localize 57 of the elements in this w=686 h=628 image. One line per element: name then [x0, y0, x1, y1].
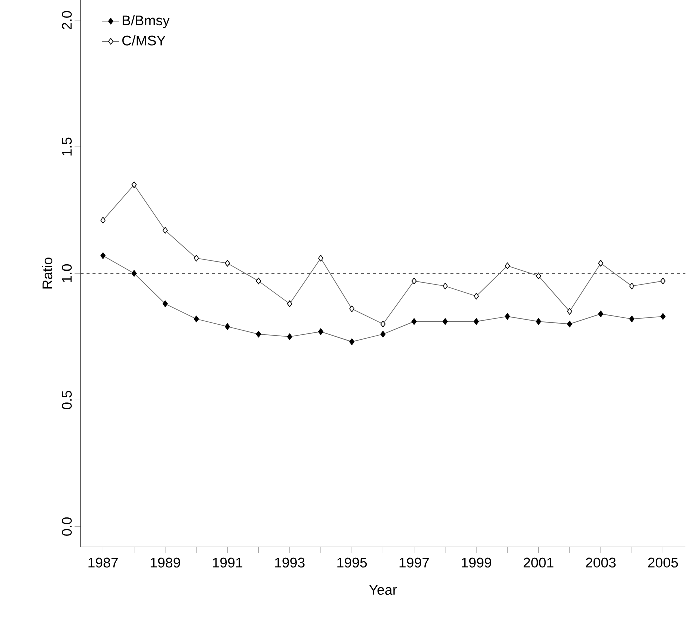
point: [100, 252, 106, 260]
point: [162, 300, 168, 308]
x-tick-label: 1987: [88, 558, 118, 568]
point: [442, 318, 448, 326]
legend-label: C/MSY: [122, 36, 166, 46]
x-tick-label: 1995: [338, 558, 368, 568]
point: [442, 282, 448, 290]
y-tick-label: 2.0: [62, 11, 72, 30]
point: [412, 318, 417, 326]
point: [225, 324, 230, 330]
point: [536, 272, 542, 280]
point: [598, 310, 604, 318]
point: [318, 328, 324, 336]
point: [194, 316, 200, 323]
point: [318, 255, 324, 262]
y-tick-label: 0.5: [62, 391, 72, 410]
x-tick-label: 2003: [586, 558, 616, 568]
point: [380, 331, 386, 338]
y-tick-label: 1.0: [62, 264, 72, 282]
point: [287, 334, 292, 340]
point: [256, 331, 262, 338]
point: [100, 217, 106, 224]
point: [162, 227, 168, 234]
x-tick-label: 2001: [524, 558, 554, 568]
y-tick-label: 1.5: [62, 138, 72, 156]
y-tick-label: 0.0: [62, 518, 72, 536]
point: [474, 293, 480, 300]
point: [194, 255, 200, 262]
point: [380, 320, 386, 328]
point: [256, 278, 262, 285]
point: [225, 260, 230, 267]
point: [567, 308, 572, 316]
point: [598, 260, 604, 267]
point: [350, 306, 355, 312]
point: [567, 320, 572, 328]
point: [660, 313, 666, 320]
x-tick-label: 1989: [150, 558, 180, 568]
point: [660, 278, 666, 285]
x-axis-title: Year: [369, 585, 398, 596]
x-tick-label: 1991: [213, 558, 243, 568]
point: [132, 182, 137, 188]
point: [505, 313, 510, 320]
point: [630, 316, 635, 323]
point: [536, 318, 542, 326]
x-tick-label: 2005: [648, 558, 678, 568]
point: [412, 278, 417, 285]
x-tick-label: 1997: [400, 558, 430, 568]
point: [350, 338, 355, 346]
point: [132, 270, 137, 278]
point: [474, 318, 480, 326]
x-tick-label: 1993: [275, 558, 305, 568]
point: [630, 282, 635, 290]
legend-label: B/Bmsy: [122, 15, 170, 28]
point: [505, 262, 510, 270]
point: [287, 300, 292, 308]
y-axis-title: Ratio: [42, 258, 53, 289]
x-tick-label: 1999: [462, 558, 492, 568]
